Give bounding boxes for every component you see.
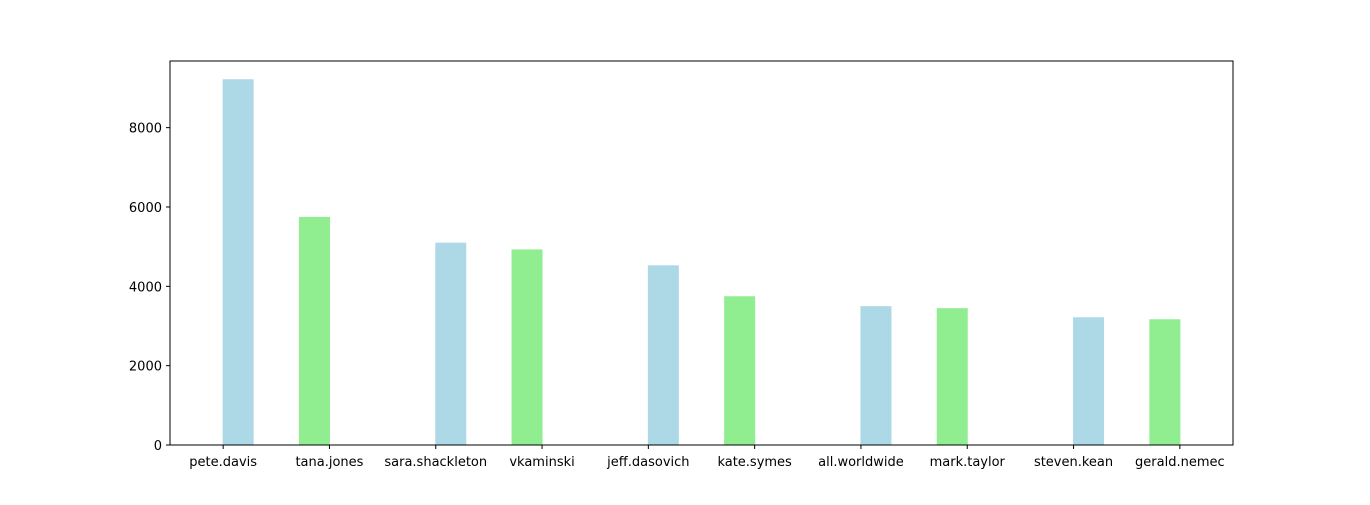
bar-mark-taylor [936, 308, 968, 445]
x-tick-label: pete.davis [189, 455, 257, 470]
bar-pete-davis [222, 79, 254, 446]
x-tick-label: sara.shackleton [384, 455, 487, 470]
y-tick-label: 6000 [129, 201, 162, 216]
bar-steven-kean [1073, 317, 1105, 445]
x-tick-label: kate.symes [717, 455, 792, 470]
bar-all-worldwide [860, 306, 892, 445]
x-tick-label: tana.jones [295, 455, 363, 470]
y-tick-label: 0 [154, 439, 162, 454]
bar-tana-jones [298, 216, 330, 445]
bar-kate-symes [724, 296, 756, 445]
x-tick-label: steven.kean [1034, 455, 1113, 470]
axes-layer: pete.davis tana.jones sara.shackleton vkami… [129, 122, 1225, 470]
x-tick-label: all.worldwide [818, 455, 904, 470]
plot-frame [169, 60, 1234, 446]
bar-sara-shackleton [435, 242, 467, 445]
bar-vkaminski [511, 249, 543, 445]
y-tick-label: 4000 [129, 280, 162, 295]
bar-jeff-dasovich [647, 265, 679, 445]
bar-gerald-nemec [1149, 319, 1181, 445]
y-tick-label: 2000 [129, 360, 162, 375]
bars-layer [222, 79, 1181, 446]
y-tick-label: 8000 [129, 122, 162, 137]
x-tick-label: vkaminski [509, 455, 574, 470]
x-tick-label: jeff.dasovich [606, 455, 689, 470]
x-tick-label: gerald.nemec [1135, 455, 1225, 470]
x-tick-label: mark.taylor [930, 455, 1006, 470]
